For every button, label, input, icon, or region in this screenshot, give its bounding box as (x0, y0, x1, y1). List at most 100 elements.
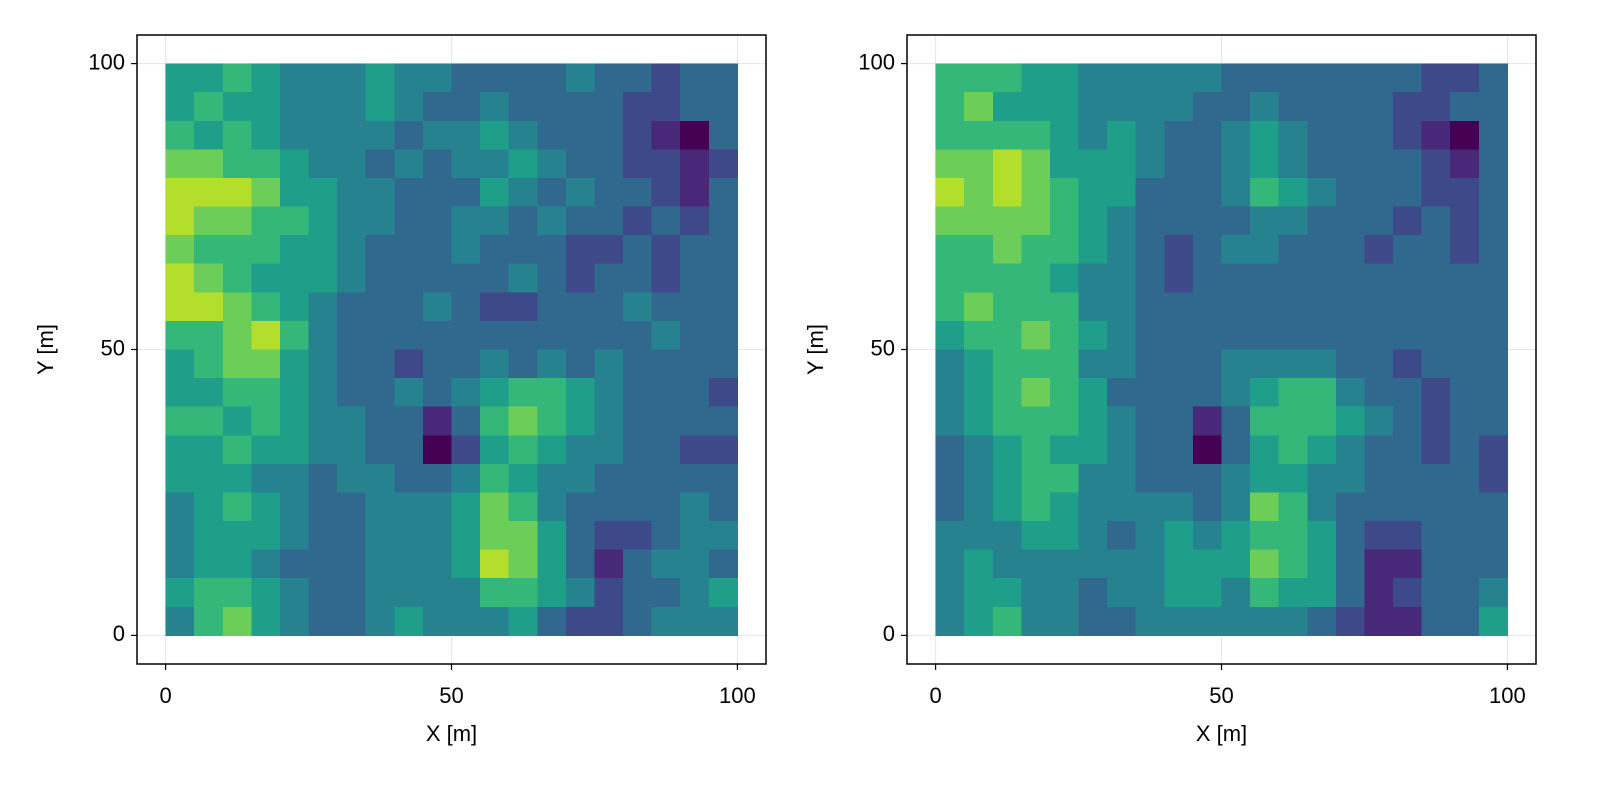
heatmap-cell (1278, 492, 1308, 522)
heatmap-cell (1135, 149, 1165, 179)
heatmap-cell (594, 549, 624, 579)
heatmap-cell (1164, 463, 1194, 493)
heatmap-cell (651, 463, 681, 493)
heatmap-cell (708, 549, 738, 579)
heatmap-cell (1164, 206, 1194, 236)
heatmap-cell (1278, 292, 1308, 322)
heatmap-cell (222, 206, 252, 236)
heatmap-cell (651, 120, 681, 150)
heatmap-cell (365, 378, 395, 408)
heatmap-cell (992, 263, 1022, 293)
heatmap-cell (1393, 521, 1423, 551)
heatmap-cell (308, 521, 338, 551)
heatmap-cell (935, 92, 965, 122)
heatmap-cell (680, 549, 710, 579)
heatmap-cell (1450, 549, 1480, 579)
heatmap-cell (251, 177, 281, 208)
heatmap-cell (1478, 235, 1508, 265)
heatmap-cell (964, 149, 994, 179)
heatmap-cell (194, 349, 224, 379)
heatmap-cell (1192, 463, 1222, 493)
x-axis-label: X [m] (1196, 721, 1247, 746)
heatmap-cell (1135, 235, 1165, 265)
heatmap-cell (1107, 177, 1137, 208)
heatmap-cell (1335, 263, 1365, 293)
heatmap-cell (1478, 320, 1508, 350)
heatmap-cell (964, 292, 994, 322)
heatmap-cell (623, 263, 653, 293)
heatmap-cell (480, 549, 510, 579)
heatmap-cell (1107, 521, 1137, 551)
heatmap-cell (651, 378, 681, 408)
heatmap-cell (1307, 349, 1337, 379)
heatmap-cell (337, 235, 367, 265)
heatmap-cell (935, 320, 965, 350)
heatmap-cell (935, 263, 965, 293)
x-tick-label: 0 (159, 683, 171, 708)
heatmap-cell (279, 292, 310, 322)
heatmap-cell (1450, 378, 1480, 408)
heatmap-cell (1421, 521, 1451, 551)
heatmap-cell (308, 463, 338, 493)
heatmap-cell (1421, 606, 1451, 636)
heatmap-cell (308, 578, 338, 608)
heatmap-cell (1364, 292, 1394, 322)
heatmap-cell (1192, 120, 1222, 150)
heatmap-cell (1478, 92, 1508, 122)
heatmap-cell (623, 206, 653, 236)
heatmap-cell (1049, 292, 1080, 322)
heatmap-cell (508, 206, 538, 236)
heatmap-cell (165, 349, 195, 379)
heatmap-cell (451, 578, 481, 608)
heatmap-cell (1107, 349, 1137, 379)
heatmap-cell (1107, 63, 1137, 93)
heatmap-cell (1364, 63, 1394, 93)
heatmap-cell (1393, 349, 1423, 379)
heatmap-cell (1364, 406, 1394, 436)
heatmap-cell (422, 606, 452, 636)
heatmap-cell (422, 292, 452, 322)
heatmap-cell (935, 120, 965, 150)
heatmap-cell (365, 578, 395, 608)
heatmap-cell (1278, 92, 1308, 122)
heatmap-cell (1278, 120, 1308, 150)
heatmap-cell (1135, 463, 1165, 493)
heatmap-cell (194, 206, 224, 236)
heatmap-cell (565, 463, 595, 493)
heatmap-cell (422, 549, 452, 579)
heatmap-cell (1478, 521, 1508, 551)
heatmap-cell (1221, 463, 1251, 493)
heatmap-cell (394, 177, 424, 208)
heatmap-cell (1021, 120, 1051, 150)
heatmap-cell (1307, 206, 1337, 236)
heatmap-cell (1221, 578, 1251, 608)
heatmap-cell (165, 549, 195, 579)
heatmap-cell (1164, 63, 1194, 93)
heatmap-cell (1021, 235, 1051, 265)
heatmap-cell (537, 349, 567, 379)
heatmap-cell (422, 206, 452, 236)
heatmap-cell (1135, 120, 1165, 150)
heatmap-cell (1364, 149, 1394, 179)
heatmap-cell (1421, 463, 1451, 493)
heatmap-cell (279, 378, 310, 408)
heatmap-cell (651, 578, 681, 608)
heatmap-cell (680, 120, 710, 150)
heatmap-cell (537, 549, 567, 579)
heatmap-cell (1021, 149, 1051, 179)
heatmap-cell (1278, 549, 1308, 579)
heatmap-cell (165, 92, 195, 122)
heatmap-cell (508, 463, 538, 493)
heatmap-cell (708, 492, 738, 522)
heatmap-cell (1393, 492, 1423, 522)
heatmap-cell (1135, 406, 1165, 436)
heatmap-cell (1335, 349, 1365, 379)
x-axis-label: X [m] (426, 721, 477, 746)
heatmap-cell (1393, 578, 1423, 608)
heatmap-cell (623, 406, 653, 436)
heatmap-cell (1478, 349, 1508, 379)
heatmap-cell (1250, 63, 1280, 93)
heatmap-cell (365, 206, 395, 236)
heatmap-cell (565, 206, 595, 236)
heatmap-cell (565, 177, 595, 208)
